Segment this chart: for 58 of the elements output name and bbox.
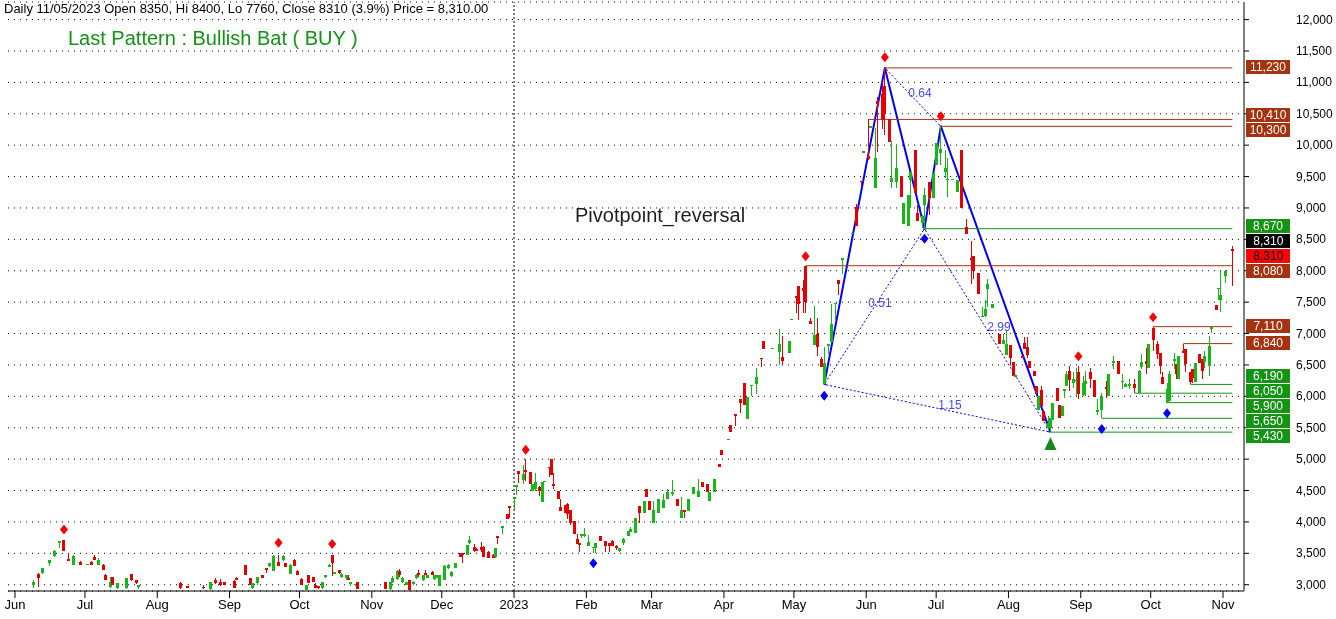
data-label: 8,080 (1246, 264, 1290, 279)
y-tick-label: 10,000 (1296, 138, 1334, 153)
x-tick-label: Oct (1140, 597, 1162, 613)
y-tick-label: 8,000 (1296, 263, 1327, 278)
data-label: 6,840 (1246, 336, 1290, 351)
y-tick-label: 4,000 (1296, 514, 1327, 529)
data-label: 11,230 (1246, 60, 1290, 75)
x-tick-label: Sep (217, 597, 242, 613)
y-tick-label: 8,500 (1296, 232, 1327, 247)
y-tick-label: 9,000 (1296, 200, 1327, 215)
annotation: 1.15 (938, 397, 962, 413)
data-label: 6,190 (1246, 368, 1290, 383)
y-tick-label: 6,000 (1296, 389, 1327, 404)
x-tick-label: Jul (927, 597, 945, 613)
x-tick-label: 2023 (499, 597, 529, 613)
y-tick-label: 4,500 (1296, 483, 1327, 498)
y-tick-label: 6,500 (1296, 357, 1327, 372)
x-tick-label: Oct (289, 597, 310, 613)
y-tick-label: 5,000 (1296, 452, 1327, 467)
y-tick-label: 3,500 (1296, 546, 1327, 561)
annotation: Last Pattern : Bullish Bat ( BUY ) (68, 27, 358, 50)
x-tick-label: Jul (76, 597, 94, 613)
data-label: 5,900 (1246, 398, 1290, 413)
x-tick-label: Apr (713, 597, 735, 613)
y-tick-label: 11,500 (1296, 43, 1333, 58)
x-tick-label: Jun (4, 597, 26, 613)
annotation: 0.51 (868, 295, 892, 311)
data-label: 10,300 (1246, 122, 1290, 137)
x-tick-label: Aug (145, 597, 169, 613)
y-tick-label: 7,000 (1296, 326, 1327, 341)
data-label: 10,410 (1246, 107, 1290, 122)
annotation: 2.99 (987, 319, 1011, 335)
data-label: 7,110 (1246, 319, 1290, 334)
x-tick-label: May (781, 597, 807, 613)
x-tick-label: Nov (1211, 597, 1236, 613)
x-tick-label: Dec (430, 597, 454, 613)
data-label: 6,050 (1246, 383, 1290, 398)
data-label: 8,670 (1246, 219, 1290, 234)
y-tick-label: 10,500 (1296, 106, 1334, 121)
annotation: Pivotpoint_reversal (575, 204, 746, 227)
y-tick-label: 9,500 (1296, 169, 1327, 184)
y-tick-label: 12,000 (1296, 12, 1334, 27)
chart-title: Daily 11/05/2023 Open 8350, Hi 8400, Lo 7760, Close 8310 (3.9%) Price = 8,310.00 (4, 1, 489, 16)
data-label: 5,430 (1246, 428, 1290, 443)
annotation: 8,310 (1246, 234, 1291, 249)
annotation: 8,310 (1246, 249, 1291, 264)
y-tick-label: 11,000 (1296, 75, 1333, 90)
x-tick-label: Aug (996, 597, 1021, 613)
y-tick-label: 5,500 (1296, 420, 1327, 435)
y-tick-label: 7,500 (1296, 295, 1327, 310)
annotation: 0.64 (908, 85, 932, 101)
x-tick-label: Jun (855, 597, 877, 613)
x-tick-label: Sep (1069, 597, 1093, 613)
x-tick-label: Mar (640, 597, 664, 613)
y-tick-label: 3,000 (1296, 577, 1327, 592)
data-label: 5,650 (1246, 413, 1290, 428)
x-tick-label: Feb (575, 597, 598, 613)
x-tick-label: Nov (360, 597, 384, 613)
